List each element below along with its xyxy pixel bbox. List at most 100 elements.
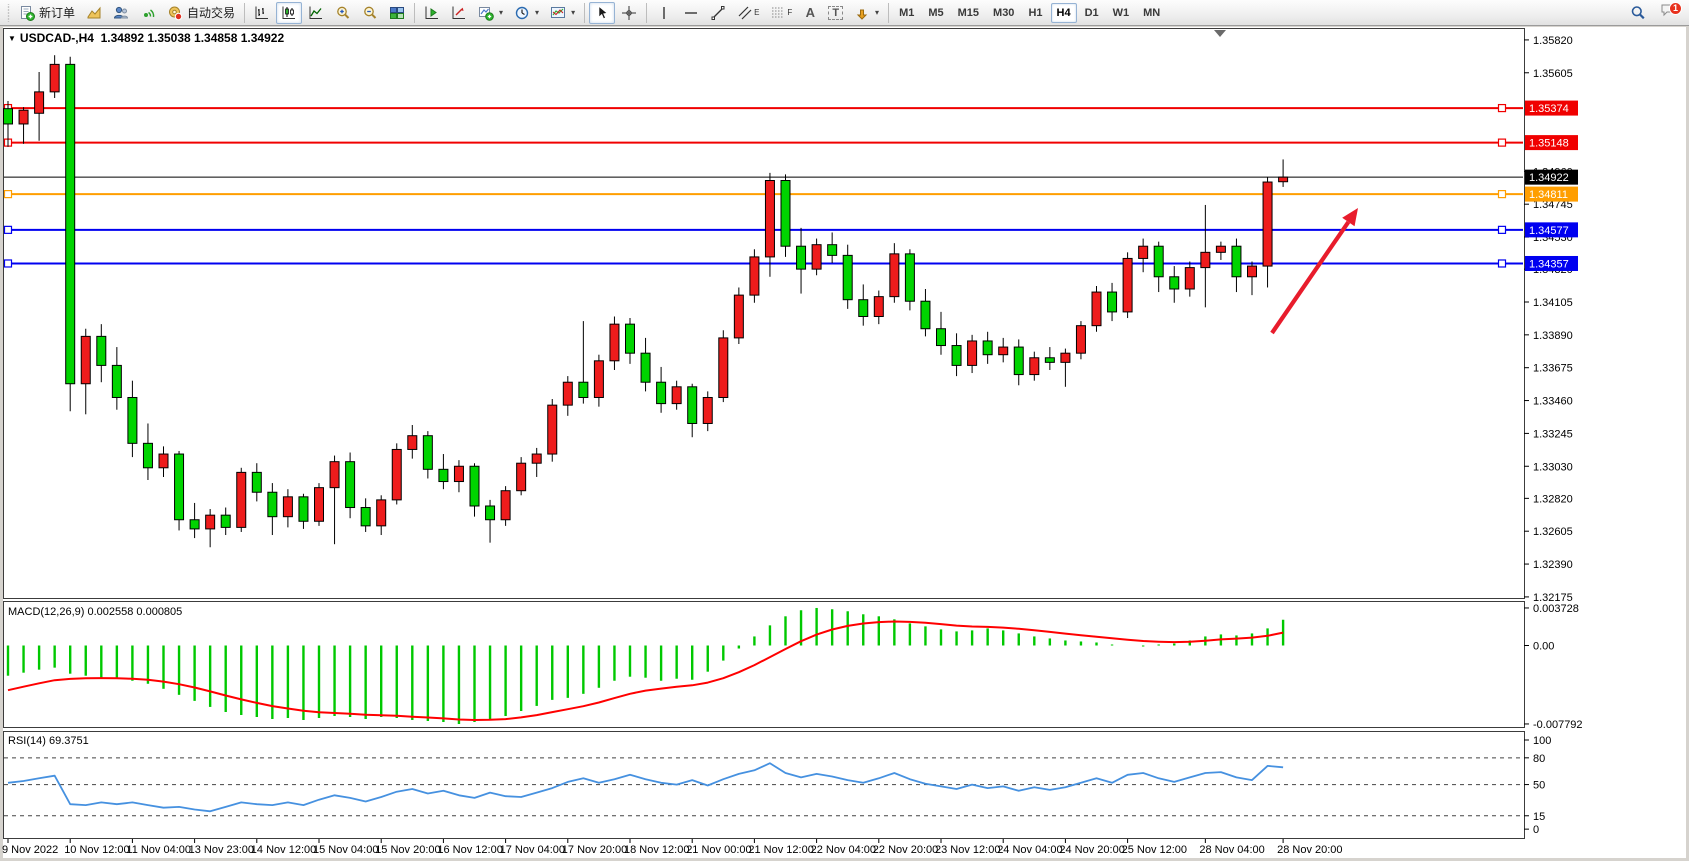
annotation-arrow[interactable] (1270, 208, 1358, 335)
candle-body (205, 514, 216, 530)
text-tool-button[interactable]: A (798, 2, 822, 24)
timeframe-button-D1[interactable]: D1 (1084, 6, 1099, 19)
templates-button[interactable]: ▾ (545, 2, 580, 24)
market-watch-button[interactable] (81, 2, 107, 24)
hline-anchor[interactable] (3, 225, 13, 234)
new-order-button[interactable]: 新订单 (14, 2, 80, 24)
profile-icon (113, 5, 129, 21)
candle-body (687, 386, 698, 424)
timeframe-button-MN[interactable]: MN (1143, 6, 1161, 19)
auto-scroll-icon (424, 5, 440, 21)
price-chart-canvas[interactable]: 1.358201.356051.349601.347451.345301.343… (0, 27, 1689, 861)
price-tick-label: 1.35605 (1533, 68, 1573, 80)
label-tool-button[interactable]: T (823, 2, 848, 24)
crosshair-tool-button[interactable] (616, 2, 642, 24)
timeframe-button-H4[interactable]: H4 (1050, 2, 1077, 23)
candle-body (360, 507, 371, 527)
hline-anchor[interactable] (1497, 259, 1507, 268)
timeframe-button-W1[interactable]: W1 (1112, 6, 1130, 19)
candle-body (593, 360, 604, 398)
rsi-tick-label: 80 (1533, 753, 1545, 765)
candlestick-chart-button[interactable] (276, 1, 303, 24)
chart-collapse-icon[interactable]: ▼ (8, 34, 16, 43)
chart-shift-marker[interactable] (1214, 30, 1226, 37)
macd-pane[interactable] (3, 601, 1525, 728)
chart-title-row: ▼ USDCAD-,H4 1.34892 1.35038 1.34858 1.34… (8, 31, 284, 45)
search-button[interactable] (1625, 2, 1651, 24)
tile-windows-button[interactable] (384, 2, 410, 24)
line-chart-button[interactable] (303, 2, 329, 24)
templates-icon (550, 5, 566, 21)
candle-body (1091, 291, 1102, 327)
chart-shift-button[interactable] (446, 2, 472, 24)
time-tick-label: 10 Nov 12:00 (64, 844, 129, 856)
auto-trading-label: 自动交易 (187, 6, 236, 20)
search-icon (1630, 5, 1646, 21)
vertical-line-tool-button[interactable] (651, 2, 677, 24)
notifications-button[interactable]: 1 (1657, 1, 1682, 23)
hline-axis-label-box (1525, 222, 1578, 238)
hline-anchor[interactable] (3, 190, 13, 199)
cursor-icon (594, 5, 610, 21)
timeframe-button-H1[interactable]: H1 (1028, 6, 1043, 19)
candle-body (127, 396, 138, 444)
hline-axis-label: 1.34357 (1529, 258, 1569, 270)
candle-body (842, 254, 853, 301)
arrows-tool-button[interactable]: ▾ (849, 2, 884, 24)
candle-body (158, 453, 169, 469)
auto-scroll-button[interactable] (419, 2, 445, 24)
candle-body (1247, 265, 1257, 278)
indicators-button[interactable]: ▾ (473, 2, 508, 24)
hline-anchor[interactable] (1497, 138, 1507, 147)
candle-body (889, 253, 900, 298)
candle-body (625, 323, 635, 354)
hline-axis-label: 1.34922 (1529, 172, 1569, 184)
cursor-tool-button[interactable] (589, 1, 616, 24)
timeframe-button-M5[interactable]: M5 (928, 6, 944, 19)
auto-trading-button[interactable]: 自动交易 (162, 2, 240, 24)
hline-axis-label: 1.34811 (1529, 189, 1568, 201)
hline-anchor[interactable] (1497, 225, 1507, 234)
trendline-tool-button[interactable] (705, 2, 731, 24)
timeframe-button-M15[interactable]: M15 (957, 6, 980, 19)
candle-body (967, 340, 978, 366)
candle-body (189, 519, 200, 530)
profile-button[interactable] (108, 2, 134, 24)
news-signal-button[interactable] (135, 2, 161, 24)
price-pane[interactable] (3, 28, 1525, 599)
candle-body (1060, 352, 1071, 363)
hline-anchor[interactable] (1497, 103, 1507, 113)
periods-dropdown-caret: ▾ (535, 8, 540, 17)
candle-body (1215, 245, 1226, 253)
fibonacci-tool-button[interactable]: F (765, 2, 797, 24)
candle-body (438, 468, 449, 483)
horizontal-line-tool-button[interactable] (678, 2, 704, 24)
timeframe-button-M30[interactable]: M30 (993, 6, 1015, 19)
price-axis: 1.358201.356051.349601.347451.345301.343… (1524, 35, 1578, 604)
time-tick-label: 9 Nov 2022 (2, 844, 58, 856)
time-tick-label: 24 Nov 04:00 (997, 844, 1062, 856)
macd-tick-label: 0.003728 (1533, 603, 1579, 615)
zoom-in-button[interactable] (330, 2, 356, 24)
candle-body (531, 453, 542, 464)
timeframe-button-M1[interactable]: M1 (899, 6, 915, 19)
periods-button[interactable]: ▾ (509, 2, 544, 24)
channel-tool-button[interactable]: E (732, 2, 764, 24)
macd-axis: 0.003728 0.00 -0.007792 (1524, 603, 1583, 731)
candle-body (18, 109, 29, 125)
fibonacci-tool-suffix: F (787, 8, 793, 17)
price-tick-label: 1.33030 (1533, 461, 1573, 473)
bar-chart-button[interactable] (249, 2, 275, 24)
zoom-out-button[interactable] (357, 2, 383, 24)
candle-body (749, 256, 760, 296)
macd-layer (6, 607, 1285, 724)
candle-body (827, 244, 838, 256)
hline-anchor[interactable] (3, 259, 13, 268)
hline-anchor[interactable] (1497, 190, 1507, 199)
candle-body (220, 514, 231, 528)
rsi-line (7, 762, 1284, 813)
arrows-dropdown-caret: ▾ (875, 8, 880, 17)
candle-body (547, 404, 558, 455)
chart-window[interactable]: 1.358201.356051.349601.347451.345301.343… (0, 27, 1689, 861)
